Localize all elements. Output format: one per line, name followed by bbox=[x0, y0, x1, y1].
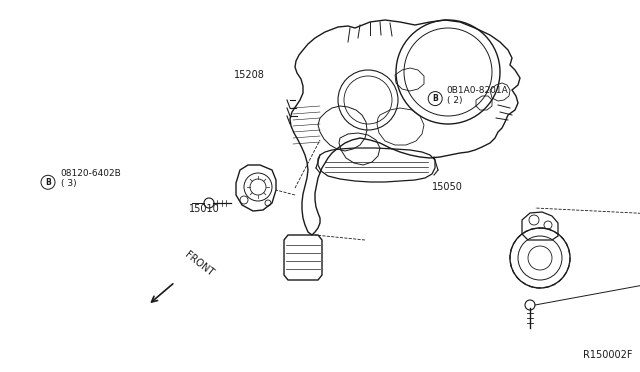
Text: 15010: 15010 bbox=[189, 204, 220, 214]
Text: 0B1A0-8201A: 0B1A0-8201A bbox=[447, 86, 508, 94]
Text: 08120-6402B: 08120-6402B bbox=[61, 169, 122, 178]
Text: 15050: 15050 bbox=[432, 182, 463, 192]
Text: ( 2): ( 2) bbox=[447, 96, 462, 105]
Text: 15208: 15208 bbox=[234, 70, 264, 80]
Text: R150002F: R150002F bbox=[582, 350, 632, 360]
Text: FRONT: FRONT bbox=[183, 250, 216, 278]
Text: B: B bbox=[45, 178, 51, 187]
Text: B: B bbox=[433, 94, 438, 103]
Text: ( 3): ( 3) bbox=[61, 179, 76, 188]
